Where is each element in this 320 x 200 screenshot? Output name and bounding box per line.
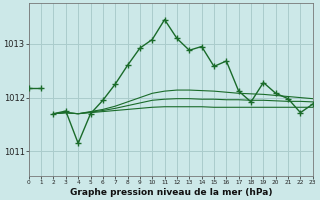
X-axis label: Graphe pression niveau de la mer (hPa): Graphe pression niveau de la mer (hPa) (69, 188, 272, 197)
